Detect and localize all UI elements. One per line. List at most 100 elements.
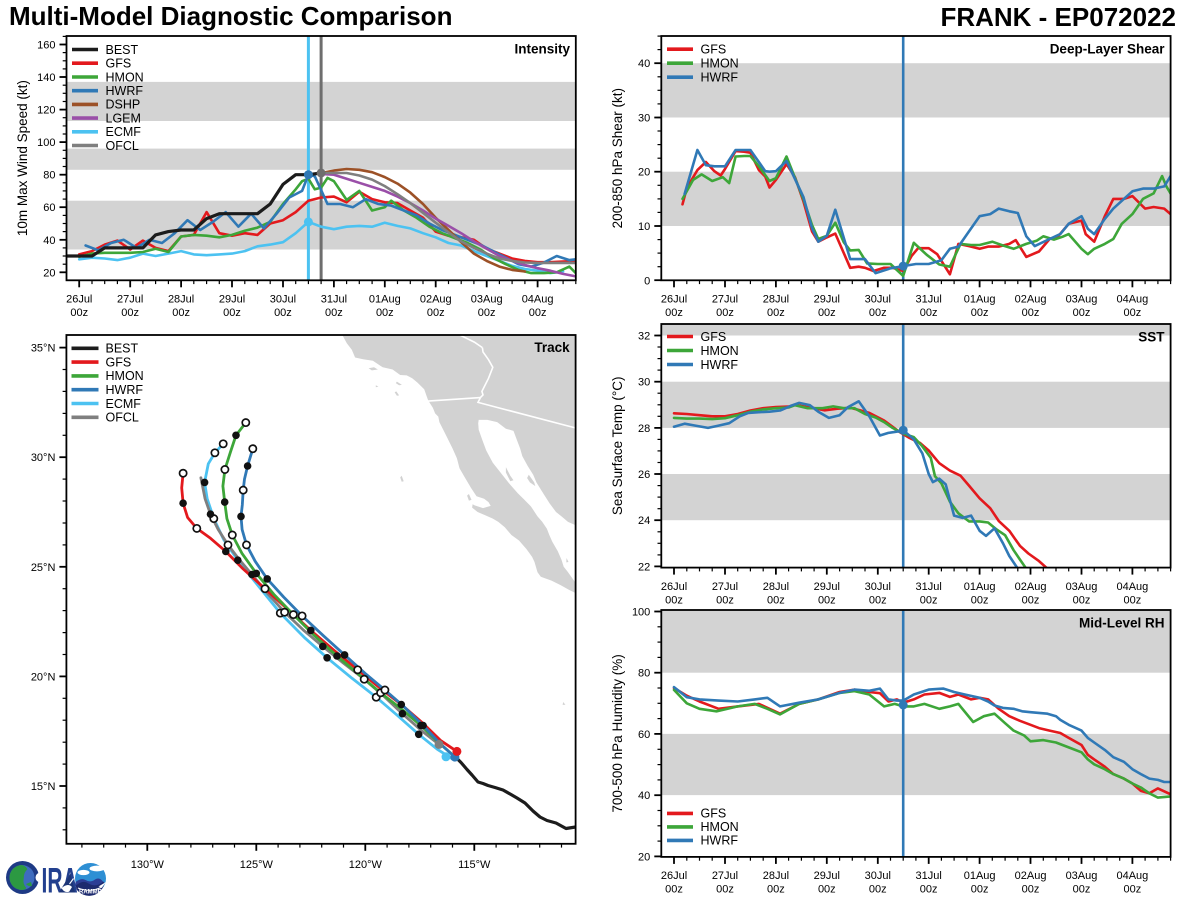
svg-text:00z: 00z [325, 307, 343, 319]
svg-text:120: 120 [37, 105, 55, 117]
svg-text:00z: 00z [274, 307, 292, 319]
svg-text:00z: 00z [1022, 594, 1040, 606]
svg-text:30°N: 30°N [31, 452, 56, 464]
svg-text:DSHP: DSHP [106, 98, 141, 112]
svg-text:GFS: GFS [701, 807, 727, 821]
svg-text:01Aug: 01Aug [964, 294, 996, 306]
svg-text:15°N: 15°N [31, 781, 56, 793]
svg-text:03Aug: 03Aug [1066, 870, 1098, 882]
svg-text:00z: 00z [869, 307, 887, 319]
svg-text:02Aug: 02Aug [1015, 581, 1047, 593]
svg-text:00z: 00z [971, 307, 989, 319]
svg-text:26Jul: 26Jul [661, 581, 687, 593]
svg-text:BEST: BEST [106, 342, 139, 356]
svg-text:01Aug: 01Aug [964, 870, 996, 882]
svg-text:00z: 00z [818, 594, 836, 606]
svg-text:HWRF: HWRF [106, 84, 144, 98]
svg-text:04Aug: 04Aug [1116, 870, 1148, 882]
svg-text:24: 24 [638, 515, 650, 527]
svg-text:30: 30 [638, 377, 650, 389]
svg-text:26Jul: 26Jul [66, 294, 92, 306]
svg-text:ECMF: ECMF [106, 397, 142, 411]
svg-text:ECMF: ECMF [106, 125, 142, 139]
svg-text:LGEM: LGEM [106, 111, 141, 125]
svg-text:20: 20 [638, 851, 650, 863]
svg-text:28Jul: 28Jul [168, 294, 194, 306]
svg-text:HWRF: HWRF [106, 383, 144, 397]
svg-text:HWRF: HWRF [701, 71, 739, 85]
svg-text:29Jul: 29Jul [814, 870, 840, 882]
svg-text:40: 40 [638, 58, 650, 70]
svg-text:Mid-Level RH: Mid-Level RH [1079, 616, 1165, 631]
svg-text:29Jul: 29Jul [219, 294, 245, 306]
svg-text:00z: 00z [818, 307, 836, 319]
svg-text:00z: 00z [1124, 307, 1142, 319]
svg-text:HMON: HMON [701, 57, 739, 71]
svg-text:Intensity: Intensity [514, 42, 570, 57]
svg-text:10: 10 [638, 221, 650, 233]
svg-text:03Aug: 03Aug [471, 294, 503, 306]
svg-text:130°W: 130°W [131, 859, 165, 871]
svg-text:00z: 00z [376, 307, 394, 319]
svg-text:00z: 00z [478, 307, 496, 319]
svg-text:04Aug: 04Aug [522, 294, 554, 306]
svg-text:00z: 00z [223, 307, 241, 319]
svg-text:22: 22 [638, 561, 650, 573]
svg-text:04Aug: 04Aug [1116, 294, 1148, 306]
svg-text:00z: 00z [172, 307, 190, 319]
svg-text:00z: 00z [1124, 884, 1142, 896]
svg-text:32: 32 [638, 331, 650, 343]
svg-text:100: 100 [37, 137, 55, 149]
svg-text:120°W: 120°W [349, 859, 383, 871]
svg-text:IRA: IRA [42, 862, 78, 900]
svg-text:HMON: HMON [106, 70, 144, 84]
svg-text:00z: 00z [716, 594, 734, 606]
svg-text:GFS: GFS [701, 43, 727, 57]
svg-text:BEST: BEST [106, 43, 139, 57]
svg-text:00z: 00z [767, 884, 785, 896]
svg-text:03Aug: 03Aug [1066, 581, 1098, 593]
svg-text:00z: 00z [767, 594, 785, 606]
svg-text:04Aug: 04Aug [1116, 581, 1148, 593]
svg-text:00z: 00z [1022, 884, 1040, 896]
svg-text:700-500 hPa Humidity (%): 700-500 hPa Humidity (%) [610, 654, 625, 812]
svg-text:00z: 00z [920, 884, 938, 896]
svg-text:00z: 00z [971, 884, 989, 896]
svg-text:HMON: HMON [701, 820, 739, 834]
svg-text:100: 100 [632, 606, 650, 618]
svg-text:20: 20 [43, 267, 55, 279]
svg-text:31Jul: 31Jul [916, 581, 942, 593]
svg-text:00z: 00z [121, 307, 139, 319]
svg-text:Track: Track [534, 340, 570, 355]
svg-text:35°N: 35°N [31, 343, 56, 355]
svg-text:31Jul: 31Jul [916, 870, 942, 882]
svg-text:31Jul: 31Jul [916, 294, 942, 306]
svg-text:HWRF: HWRF [701, 358, 739, 372]
svg-text:30Jul: 30Jul [865, 581, 891, 593]
svg-text:Deep-Layer Shear: Deep-Layer Shear [1050, 42, 1166, 57]
svg-text:Sea Surface Temp (°C): Sea Surface Temp (°C) [610, 376, 625, 515]
svg-text:00z: 00z [869, 594, 887, 606]
svg-text:80: 80 [43, 170, 55, 182]
svg-text:28: 28 [638, 423, 650, 435]
svg-text:00z: 00z [971, 594, 989, 606]
svg-text:00z: 00z [1073, 307, 1091, 319]
svg-text:20: 20 [638, 167, 650, 179]
svg-text:OFCL: OFCL [106, 139, 139, 153]
svg-text:29Jul: 29Jul [814, 294, 840, 306]
svg-text:27Jul: 27Jul [712, 294, 738, 306]
svg-text:HMON: HMON [106, 369, 144, 383]
svg-text:SST: SST [1138, 330, 1165, 345]
svg-text:00z: 00z [920, 307, 938, 319]
svg-text:40: 40 [638, 790, 650, 802]
svg-text:02Aug: 02Aug [1015, 294, 1047, 306]
svg-text:00z: 00z [1073, 594, 1091, 606]
svg-text:28Jul: 28Jul [763, 870, 789, 882]
svg-text:HWRF: HWRF [701, 834, 739, 848]
svg-text:30Jul: 30Jul [865, 294, 891, 306]
svg-text:30: 30 [638, 112, 650, 124]
svg-text:00z: 00z [767, 307, 785, 319]
svg-text:40: 40 [43, 235, 55, 247]
svg-text:200-850 hPa Shear (kt): 200-850 hPa Shear (kt) [610, 88, 625, 228]
svg-text:00z: 00z [818, 884, 836, 896]
